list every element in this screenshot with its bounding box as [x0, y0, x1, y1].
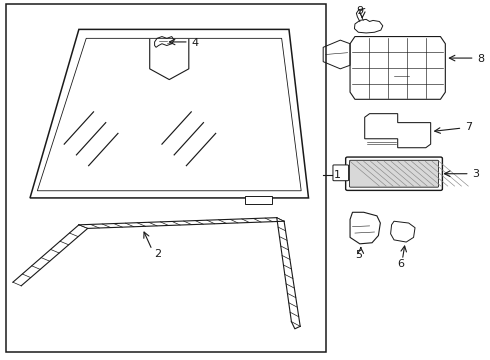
- Text: 2: 2: [155, 248, 162, 258]
- Bar: [245, 196, 272, 204]
- Text: 1: 1: [334, 170, 341, 180]
- FancyBboxPatch shape: [345, 157, 442, 190]
- FancyBboxPatch shape: [349, 160, 439, 187]
- Bar: [5, 4, 326, 352]
- Text: 8: 8: [477, 54, 484, 64]
- FancyBboxPatch shape: [333, 165, 348, 181]
- Text: 3: 3: [472, 170, 479, 179]
- Text: 5: 5: [355, 249, 362, 260]
- Text: 6: 6: [397, 258, 404, 269]
- Text: 4: 4: [191, 38, 198, 48]
- Text: 7: 7: [465, 122, 472, 132]
- Text: 9: 9: [356, 6, 364, 16]
